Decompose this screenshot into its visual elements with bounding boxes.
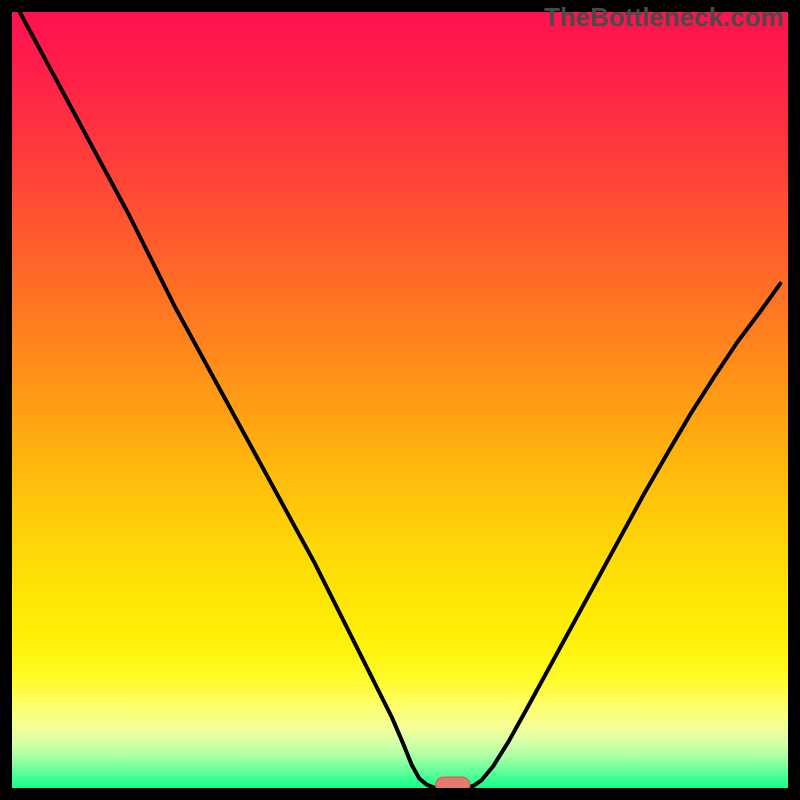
plot-area (12, 12, 788, 788)
bottleneck-curve-svg (12, 12, 788, 788)
chart-frame: TheBottleneck.com (0, 0, 800, 800)
attribution-label: TheBottleneck.com (544, 2, 784, 33)
optimal-point-marker (436, 777, 470, 788)
bottleneck-curve-path (20, 12, 780, 788)
